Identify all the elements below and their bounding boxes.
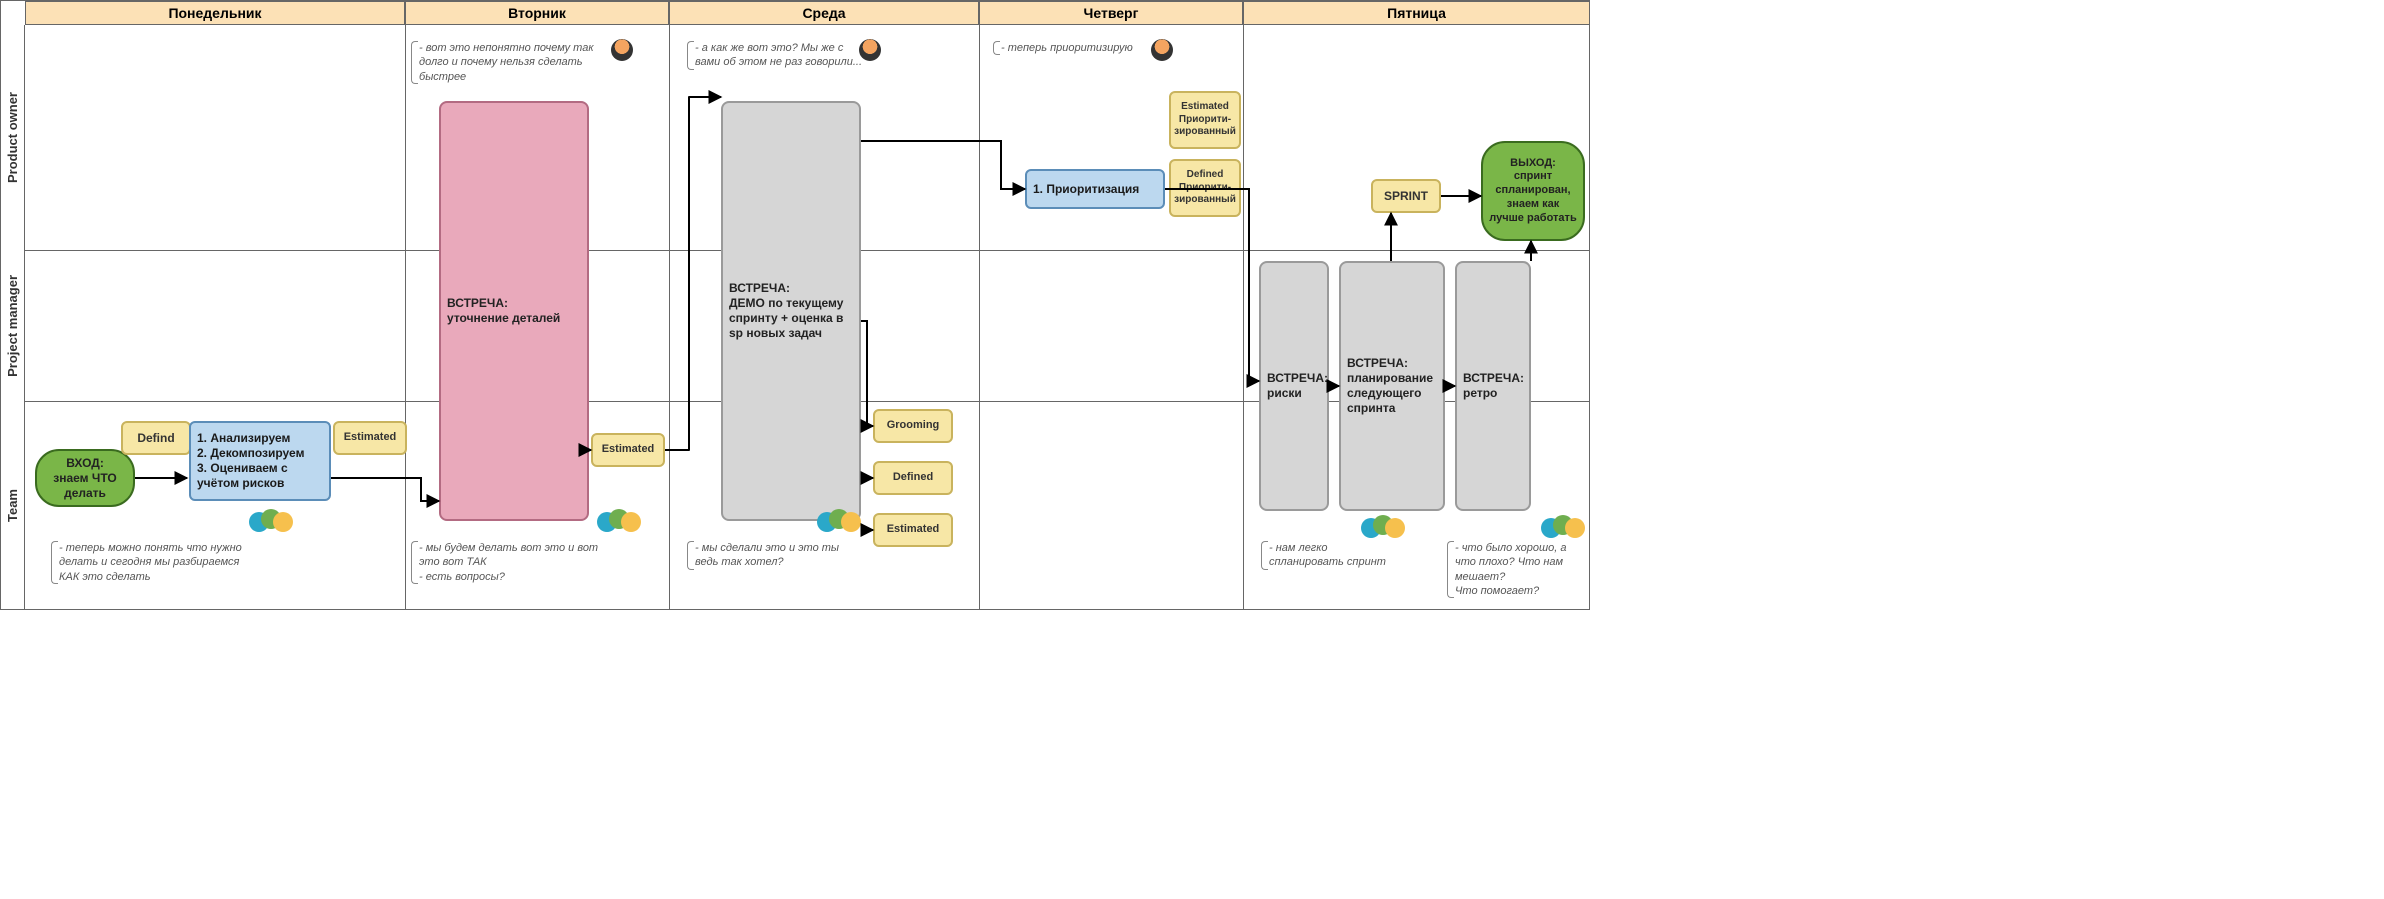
note-tue-po: - вот это непонятно почему так долго и п… <box>419 41 619 84</box>
node-exit: ВЫХОД:спринт спланирован, знаем как лучш… <box>1481 141 1585 241</box>
day-header-thu: Четверг <box>979 1 1243 25</box>
note-thu-po: - теперь приоритизирую <box>1001 41 1151 55</box>
node-grooming: Grooming <box>873 409 953 443</box>
node-estimated-priority: Estimated Приорити-зированный <box>1169 91 1241 149</box>
role-label-pm: Project manager <box>1 250 25 401</box>
day-header-wed: Среда <box>669 1 979 25</box>
node-meeting-demo: ВСТРЕЧА:ДЕМО по текущему спринту + оценк… <box>721 101 861 521</box>
note-wed-po: - а как же вот это? Мы же с вами об этом… <box>695 41 865 70</box>
team-icon <box>597 509 641 535</box>
node-entry: ВХОД:знаем ЧТО делать <box>35 449 135 507</box>
spy-icon <box>859 39 881 61</box>
team-icon <box>1541 515 1585 541</box>
node-meeting-risks: ВСТРЕЧА:риски <box>1259 261 1329 511</box>
team-icon <box>1361 515 1405 541</box>
team-icon <box>249 509 293 535</box>
spy-icon <box>1151 39 1173 61</box>
note-fri-plan: - нам легко спланировать спринт <box>1269 541 1389 570</box>
role-label-po: Product owner <box>1 25 25 250</box>
node-priority: 1. Приоритизация <box>1025 169 1165 209</box>
day-header-tue: Вторник <box>405 1 669 25</box>
node-defined-priority: Defined Приорити-зированный <box>1169 159 1241 217</box>
note-tue-team: - мы будем делать вот это и вот это вот … <box>419 541 619 584</box>
note-fri-retro: - что было хорошо, а что плохо? Что нам … <box>1455 541 1585 598</box>
day-divider <box>979 25 980 609</box>
node-defind: Defind <box>121 421 191 455</box>
day-divider <box>1243 25 1244 609</box>
note-wed-team: - мы сделали это и это ты ведь так хотел… <box>695 541 845 570</box>
node-sprint: SPRINT <box>1371 179 1441 213</box>
team-icon <box>817 509 861 535</box>
day-header-mon: Понедельник <box>25 1 405 25</box>
node-meeting-retro: ВСТРЕЧА:ретро <box>1455 261 1531 511</box>
swimlane-diagram: Product owner Project manager Team Понед… <box>0 0 1590 610</box>
day-header-fri: Пятница <box>1243 1 1590 25</box>
role-label-team: Team <box>1 401 25 610</box>
node-meeting-plan: ВСТРЕЧА:планирование следующего спринта <box>1339 261 1445 511</box>
spy-icon <box>611 39 633 61</box>
day-divider <box>669 25 670 609</box>
day-divider <box>405 25 406 609</box>
node-defined-2: Defined <box>873 461 953 495</box>
node-estimated-1: Estimated <box>333 421 407 455</box>
node-meeting-details: ВСТРЕЧА:уточнение деталей <box>439 101 589 521</box>
node-estimated-2: Estimated <box>591 433 665 467</box>
note-mon-team: - теперь можно понять что нужно делать и… <box>59 541 259 584</box>
node-estimated-3: Estimated <box>873 513 953 547</box>
node-analyze: 1. Анализируем2. Декомпозируем3. Оценива… <box>189 421 331 501</box>
